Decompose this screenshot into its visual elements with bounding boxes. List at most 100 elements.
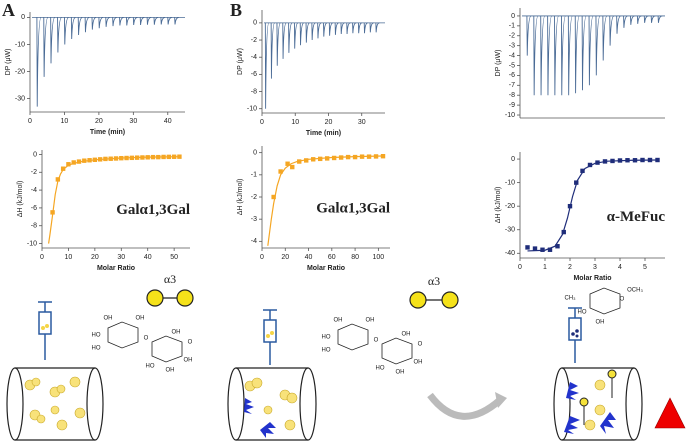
y-tick-label: -4 [31, 187, 37, 194]
x-tick-label: 30 [129, 118, 137, 125]
chem-label: OH [396, 370, 405, 376]
data-point [55, 177, 61, 182]
data-point [134, 155, 140, 160]
chem-label: OH [334, 318, 343, 324]
chem-label: OH [136, 316, 145, 322]
y-tick-label: -7 [509, 82, 515, 89]
chem-label: O [418, 342, 423, 348]
x-tick-label: 30 [358, 119, 366, 126]
injection-peak [323, 22, 328, 37]
injection-peak [146, 16, 152, 25]
chem-label: OH [596, 320, 605, 326]
data-point [66, 162, 71, 167]
injection-peak [340, 22, 345, 35]
injection-peak [363, 22, 368, 34]
chem-label: OH [104, 316, 113, 322]
data-point [177, 154, 182, 159]
data-point [547, 247, 553, 252]
injection-peak [70, 16, 76, 40]
injection-peak [36, 16, 42, 107]
y-axis-label: DP (μW) [5, 49, 12, 76]
injection-peak [574, 15, 580, 94]
annotation: Galα1,3Gal [316, 201, 390, 217]
injection-peak [346, 22, 351, 35]
x-tick-label: 100 [373, 254, 385, 261]
injection-peak [616, 15, 621, 34]
data-point [285, 161, 290, 166]
chem-label: HO [578, 310, 587, 316]
injection-peak [317, 22, 322, 39]
injection-peak [369, 22, 374, 33]
injection-peak [588, 15, 594, 86]
injection-peak [567, 15, 573, 96]
chem-label: HO [92, 333, 101, 339]
x-tick-label: 50 [170, 254, 178, 261]
data-point [87, 158, 92, 163]
y-tick-label: -6 [31, 205, 37, 212]
injection-peak [119, 16, 124, 26]
x-tick-label: 2 [568, 264, 572, 271]
injection-peak [540, 15, 546, 96]
chem-label: HO [92, 346, 101, 352]
chem-label: HO [322, 335, 331, 341]
y-tick-label: -4 [251, 238, 257, 245]
injection-peak [160, 16, 166, 25]
injection-peak [657, 15, 663, 23]
data-point [71, 160, 76, 165]
data-point [602, 159, 608, 164]
data-point [345, 154, 351, 160]
injection-peak [643, 15, 649, 23]
x-tick-label: 4 [618, 264, 622, 271]
annotation: Galα1,3Gal [116, 202, 190, 218]
injection-peak [357, 22, 363, 34]
x-tick-label: 10 [61, 118, 69, 125]
chem-label: HO [322, 348, 331, 354]
x-tick-label: 80 [351, 254, 359, 261]
y-tick-label: -6 [509, 72, 515, 79]
y-tick-label: -4 [509, 52, 515, 59]
x-tick-label: 60 [328, 254, 336, 261]
injection-peak [526, 15, 532, 56]
injection-peak [112, 16, 117, 27]
data-point [540, 247, 545, 252]
injection-peak [533, 15, 539, 96]
panel-label: A [2, 0, 15, 20]
data-point [580, 168, 585, 174]
data-point [532, 246, 538, 251]
data-point [82, 158, 87, 163]
x-tick-label: 0 [40, 254, 44, 261]
data-point [555, 244, 560, 249]
injection-peak [91, 16, 97, 30]
data-point [625, 158, 630, 163]
chem-label: HO [146, 364, 155, 370]
x-tick-label: 1 [543, 264, 547, 271]
x-tick-label: 0 [28, 118, 32, 125]
fit-curve [48, 156, 180, 244]
data-point [271, 194, 276, 200]
y-tick-label: -40 [505, 250, 515, 257]
y-tick-label: -1 [251, 172, 257, 179]
injection-peak [293, 22, 299, 49]
x-tick-label: 30 [117, 254, 125, 261]
y-tick-label: -10 [505, 179, 515, 186]
injection-peak [125, 16, 131, 26]
data-point [525, 245, 530, 250]
y-tick-label: 0 [253, 149, 257, 156]
chem-label: O [620, 297, 625, 303]
injection-peak [650, 15, 656, 23]
data-point [166, 154, 172, 160]
x-tick-label: 10 [291, 119, 299, 126]
data-point [352, 154, 358, 160]
injection-peak [139, 16, 145, 26]
data-point [587, 162, 593, 168]
injection-peak [276, 22, 281, 66]
y-tick-label: -8 [251, 88, 257, 95]
injection-peak [282, 22, 287, 59]
data-point [297, 159, 302, 164]
injection-peak [595, 15, 601, 76]
data-point [156, 154, 161, 160]
data-point [640, 157, 645, 163]
data-point [574, 180, 579, 185]
y-tick-label: 0 [21, 14, 25, 21]
injection-peak [264, 22, 270, 109]
